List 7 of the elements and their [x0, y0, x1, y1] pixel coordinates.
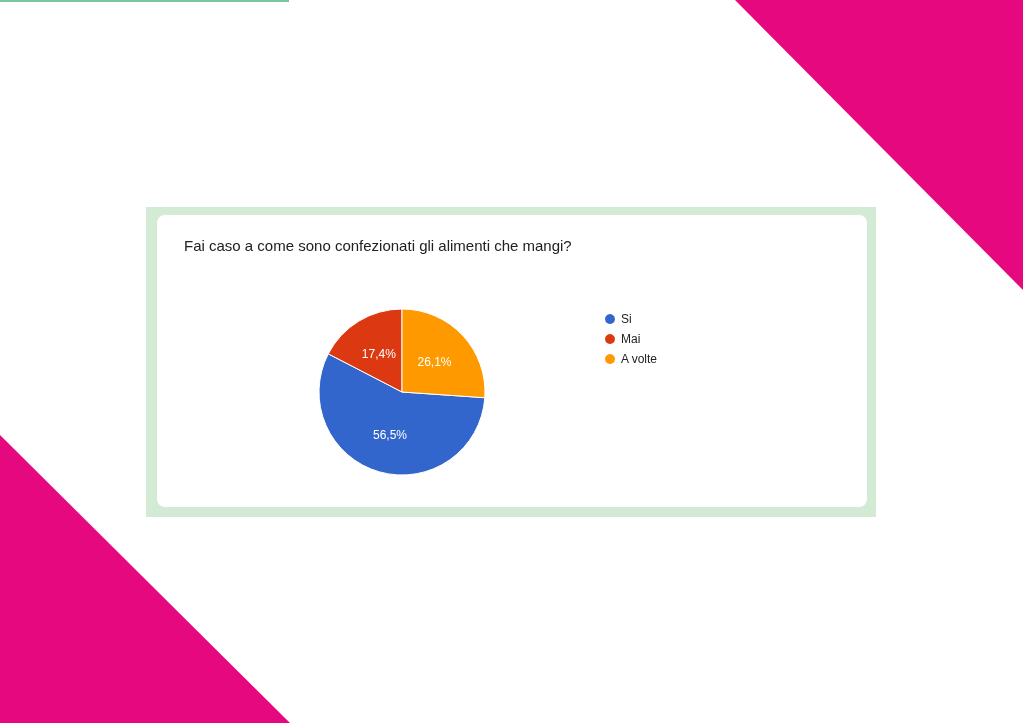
legend-label: Si: [621, 312, 632, 326]
data-label: 56,5%: [372, 427, 408, 442]
legend-label: Mai: [621, 332, 641, 346]
data-label: 17,4%: [361, 346, 397, 361]
chart-title: Fai caso a come sono confezionati gli alimenti che mangi?: [184, 237, 572, 254]
legend-label: A volte: [621, 352, 658, 366]
data-label: 26,1%: [417, 354, 452, 369]
